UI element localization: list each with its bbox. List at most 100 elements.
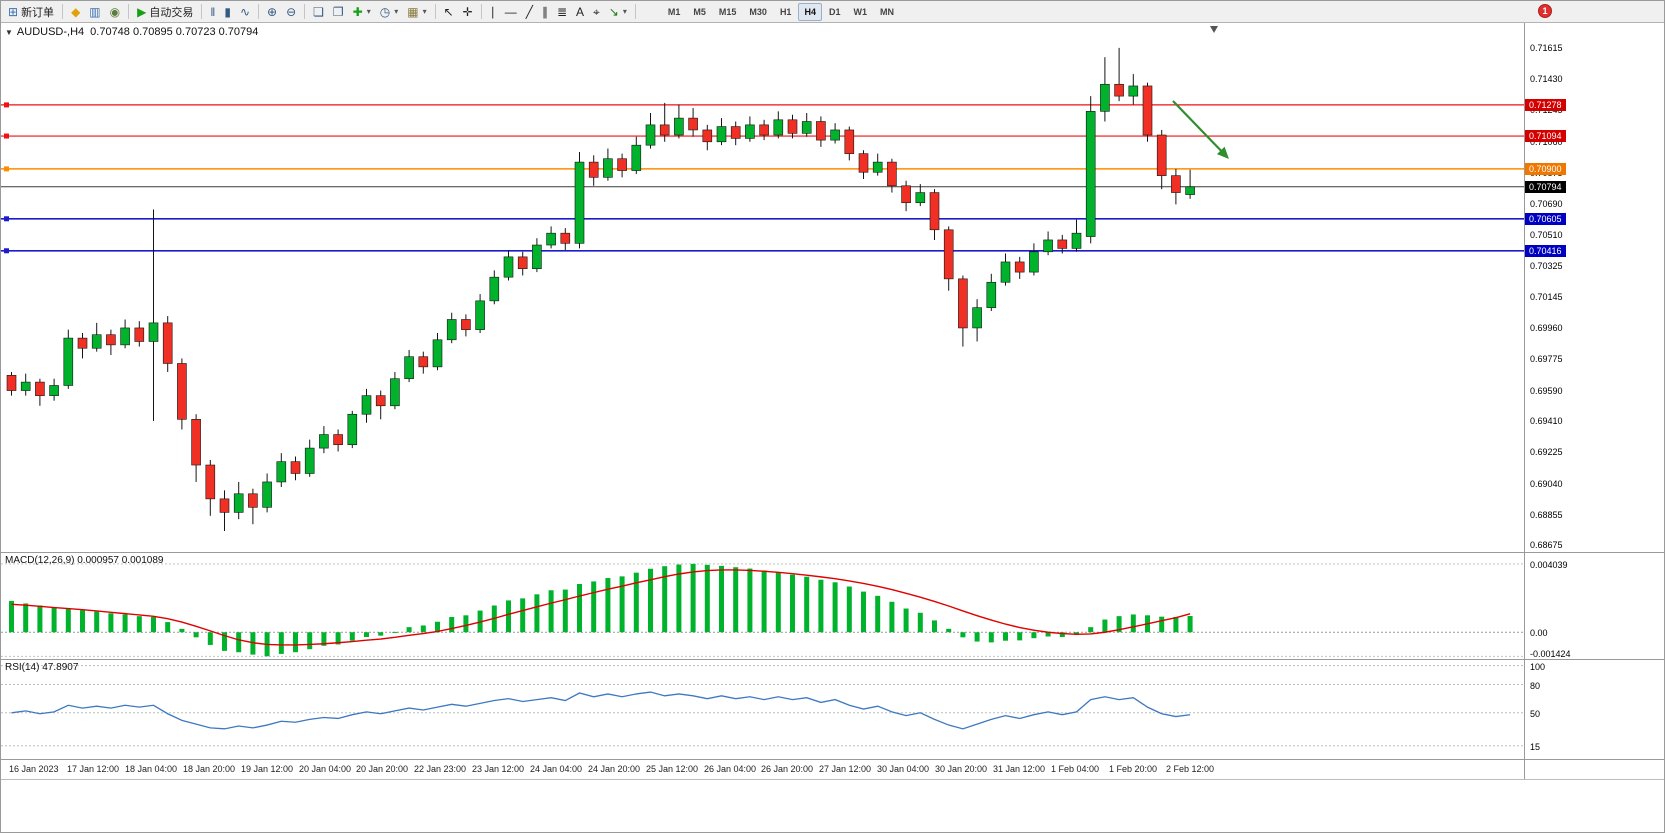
arrow-annotation[interactable] xyxy=(1172,100,1224,154)
toolbar-separator xyxy=(480,4,482,19)
trendline-button[interactable]: ╱ xyxy=(522,2,537,22)
arrow-shape-icon: ↘ xyxy=(608,4,619,19)
timeframe-button-d1[interactable]: D1 xyxy=(828,6,841,17)
channel-button[interactable]: ∥ xyxy=(538,2,552,22)
macd-bar xyxy=(946,628,952,633)
templates-button[interactable]: ▦ ▾ xyxy=(403,2,430,22)
candle xyxy=(844,129,855,154)
indicators-button[interactable]: ✚ ▾ xyxy=(349,2,375,22)
toolbar-separator xyxy=(62,4,64,19)
line-handle[interactable] xyxy=(4,248,9,254)
timeframe-button-m1[interactable]: M1 xyxy=(667,6,681,17)
shapes-button[interactable]: ↘ ▾ xyxy=(605,2,631,22)
fibonacci-button[interactable]: ≣ xyxy=(553,2,571,22)
tile-windows-button[interactable]: ❏ xyxy=(309,2,328,22)
rsi-axis[interactable]: 100 80 50 15 xyxy=(1524,660,1664,759)
candle xyxy=(418,356,429,368)
macd-axis[interactable]: 0.004039 0.00 -0.001424 xyxy=(1524,553,1664,659)
candle xyxy=(390,378,400,407)
period-button[interactable]: ◷ ▾ xyxy=(376,2,403,22)
crosshair-button[interactable]: ✛ xyxy=(459,2,477,22)
chevron-down-icon: ▾ xyxy=(394,7,399,16)
candle xyxy=(972,307,982,329)
line-chart-button[interactable]: ∿ xyxy=(236,2,254,22)
candle xyxy=(1043,239,1053,253)
collapse-arrow-icon[interactable]: ▼ xyxy=(5,28,13,37)
ohlc-bars-button[interactable]: ‖ xyxy=(206,2,219,22)
timeframe-button-m30[interactable]: M30 xyxy=(749,6,767,17)
time-tick-label: 22 Jan 23:00 xyxy=(414,764,467,774)
macd-tick-label: -0.001424 xyxy=(1530,649,1571,659)
candle xyxy=(404,356,414,380)
candle xyxy=(560,232,571,244)
time-axis[interactable]: 16 Jan 2023 17 Jan 12:00 18 Jan 04:00 18 Ja… xyxy=(1,760,1664,780)
price-tag: 0.71278 xyxy=(1525,98,1566,111)
macd-bar xyxy=(136,616,142,633)
time-axis-corner xyxy=(1524,760,1664,779)
macd-bar xyxy=(1045,632,1051,637)
timeframe-button-h1[interactable]: H1 xyxy=(779,6,792,17)
timeframe-button-w1[interactable]: W1 xyxy=(853,6,867,17)
zoom-out-button[interactable]: ⊖ xyxy=(282,2,300,22)
timeframe-button-mn[interactable]: MN xyxy=(879,6,894,17)
candle xyxy=(446,319,457,341)
zoom-in-button[interactable]: ⊕ xyxy=(263,2,281,22)
price-tick-label: 0.69960 xyxy=(1530,322,1563,333)
trendline-icon: ╱ xyxy=(525,4,533,19)
line-handle[interactable] xyxy=(4,166,9,172)
line-handle[interactable] xyxy=(4,216,9,222)
cursor-button[interactable]: ↖ xyxy=(440,2,458,22)
macd-bar xyxy=(974,632,980,642)
rsi-tick-label: 50 xyxy=(1530,708,1541,719)
price-axis[interactable]: 0.716150.714300.712450.710600.708750.706… xyxy=(1524,23,1664,552)
main-chart-plot[interactable] xyxy=(1,23,1524,552)
macd-bar xyxy=(378,632,384,636)
vertical-line-button[interactable]: ∣ xyxy=(486,2,500,22)
candle xyxy=(943,229,954,280)
candles-button[interactable]: ▮ xyxy=(220,2,235,22)
time-tick-label: 23 Jan 12:00 xyxy=(472,764,525,774)
text-button[interactable]: A xyxy=(572,2,588,22)
timeframe-button-h4[interactable]: H4 xyxy=(798,2,822,21)
mql5-community-button[interactable]: ◆ xyxy=(67,2,84,22)
macd-bar xyxy=(165,622,171,633)
macd-bar xyxy=(1173,617,1179,633)
line-handle[interactable] xyxy=(4,133,9,139)
new-order-button-label: 新订单 xyxy=(21,6,55,19)
price-tick-label: 0.69225 xyxy=(1530,447,1563,458)
candle xyxy=(1071,232,1082,249)
cursor-icon: ↖ xyxy=(443,4,454,19)
horizontal-line-button[interactable]: ― xyxy=(501,2,521,22)
candle xyxy=(986,281,997,308)
macd-bar xyxy=(392,631,398,633)
rsi-plot[interactable] xyxy=(1,660,1524,759)
candle xyxy=(219,498,230,513)
label-button[interactable]: ⌖ xyxy=(589,2,604,22)
macd-tick-label: 0.00 xyxy=(1530,628,1548,639)
macd-bar xyxy=(747,568,753,633)
line-handle[interactable] xyxy=(4,102,9,108)
macd-bar xyxy=(889,601,895,633)
web-terminal-button[interactable]: ◉ xyxy=(106,2,124,22)
charts-button[interactable]: ▥ xyxy=(85,2,104,22)
candle xyxy=(461,319,471,330)
new-order-button[interactable]: ⊞ 新订单 xyxy=(4,2,58,22)
price-tick-label: 0.69775 xyxy=(1530,354,1563,365)
timeframe-button-m5[interactable]: M5 xyxy=(693,6,706,17)
macd-bar xyxy=(1102,619,1108,633)
notifications-badge[interactable]: 1 xyxy=(1538,4,1552,18)
timeframe-button-m15[interactable]: M15 xyxy=(718,6,737,17)
macd-plot[interactable] xyxy=(1,553,1524,659)
macd-bar xyxy=(733,567,739,633)
time-tick-label: 26 Jan 04:00 xyxy=(704,764,757,774)
symbol-label: AUDUSD-,H4 xyxy=(16,26,85,38)
autotrade-button-label: 自动交易 xyxy=(149,6,194,19)
macd-bar xyxy=(1059,632,1065,637)
candle xyxy=(375,395,386,407)
candle xyxy=(1014,261,1025,273)
cascade-windows-button[interactable]: ❐ xyxy=(329,2,348,22)
chart-shift-marker-icon[interactable] xyxy=(1210,26,1218,33)
autotrade-button[interactable]: ▶ 自动交易 xyxy=(133,2,197,22)
macd-bar xyxy=(988,632,994,643)
macd-bar xyxy=(463,615,469,633)
